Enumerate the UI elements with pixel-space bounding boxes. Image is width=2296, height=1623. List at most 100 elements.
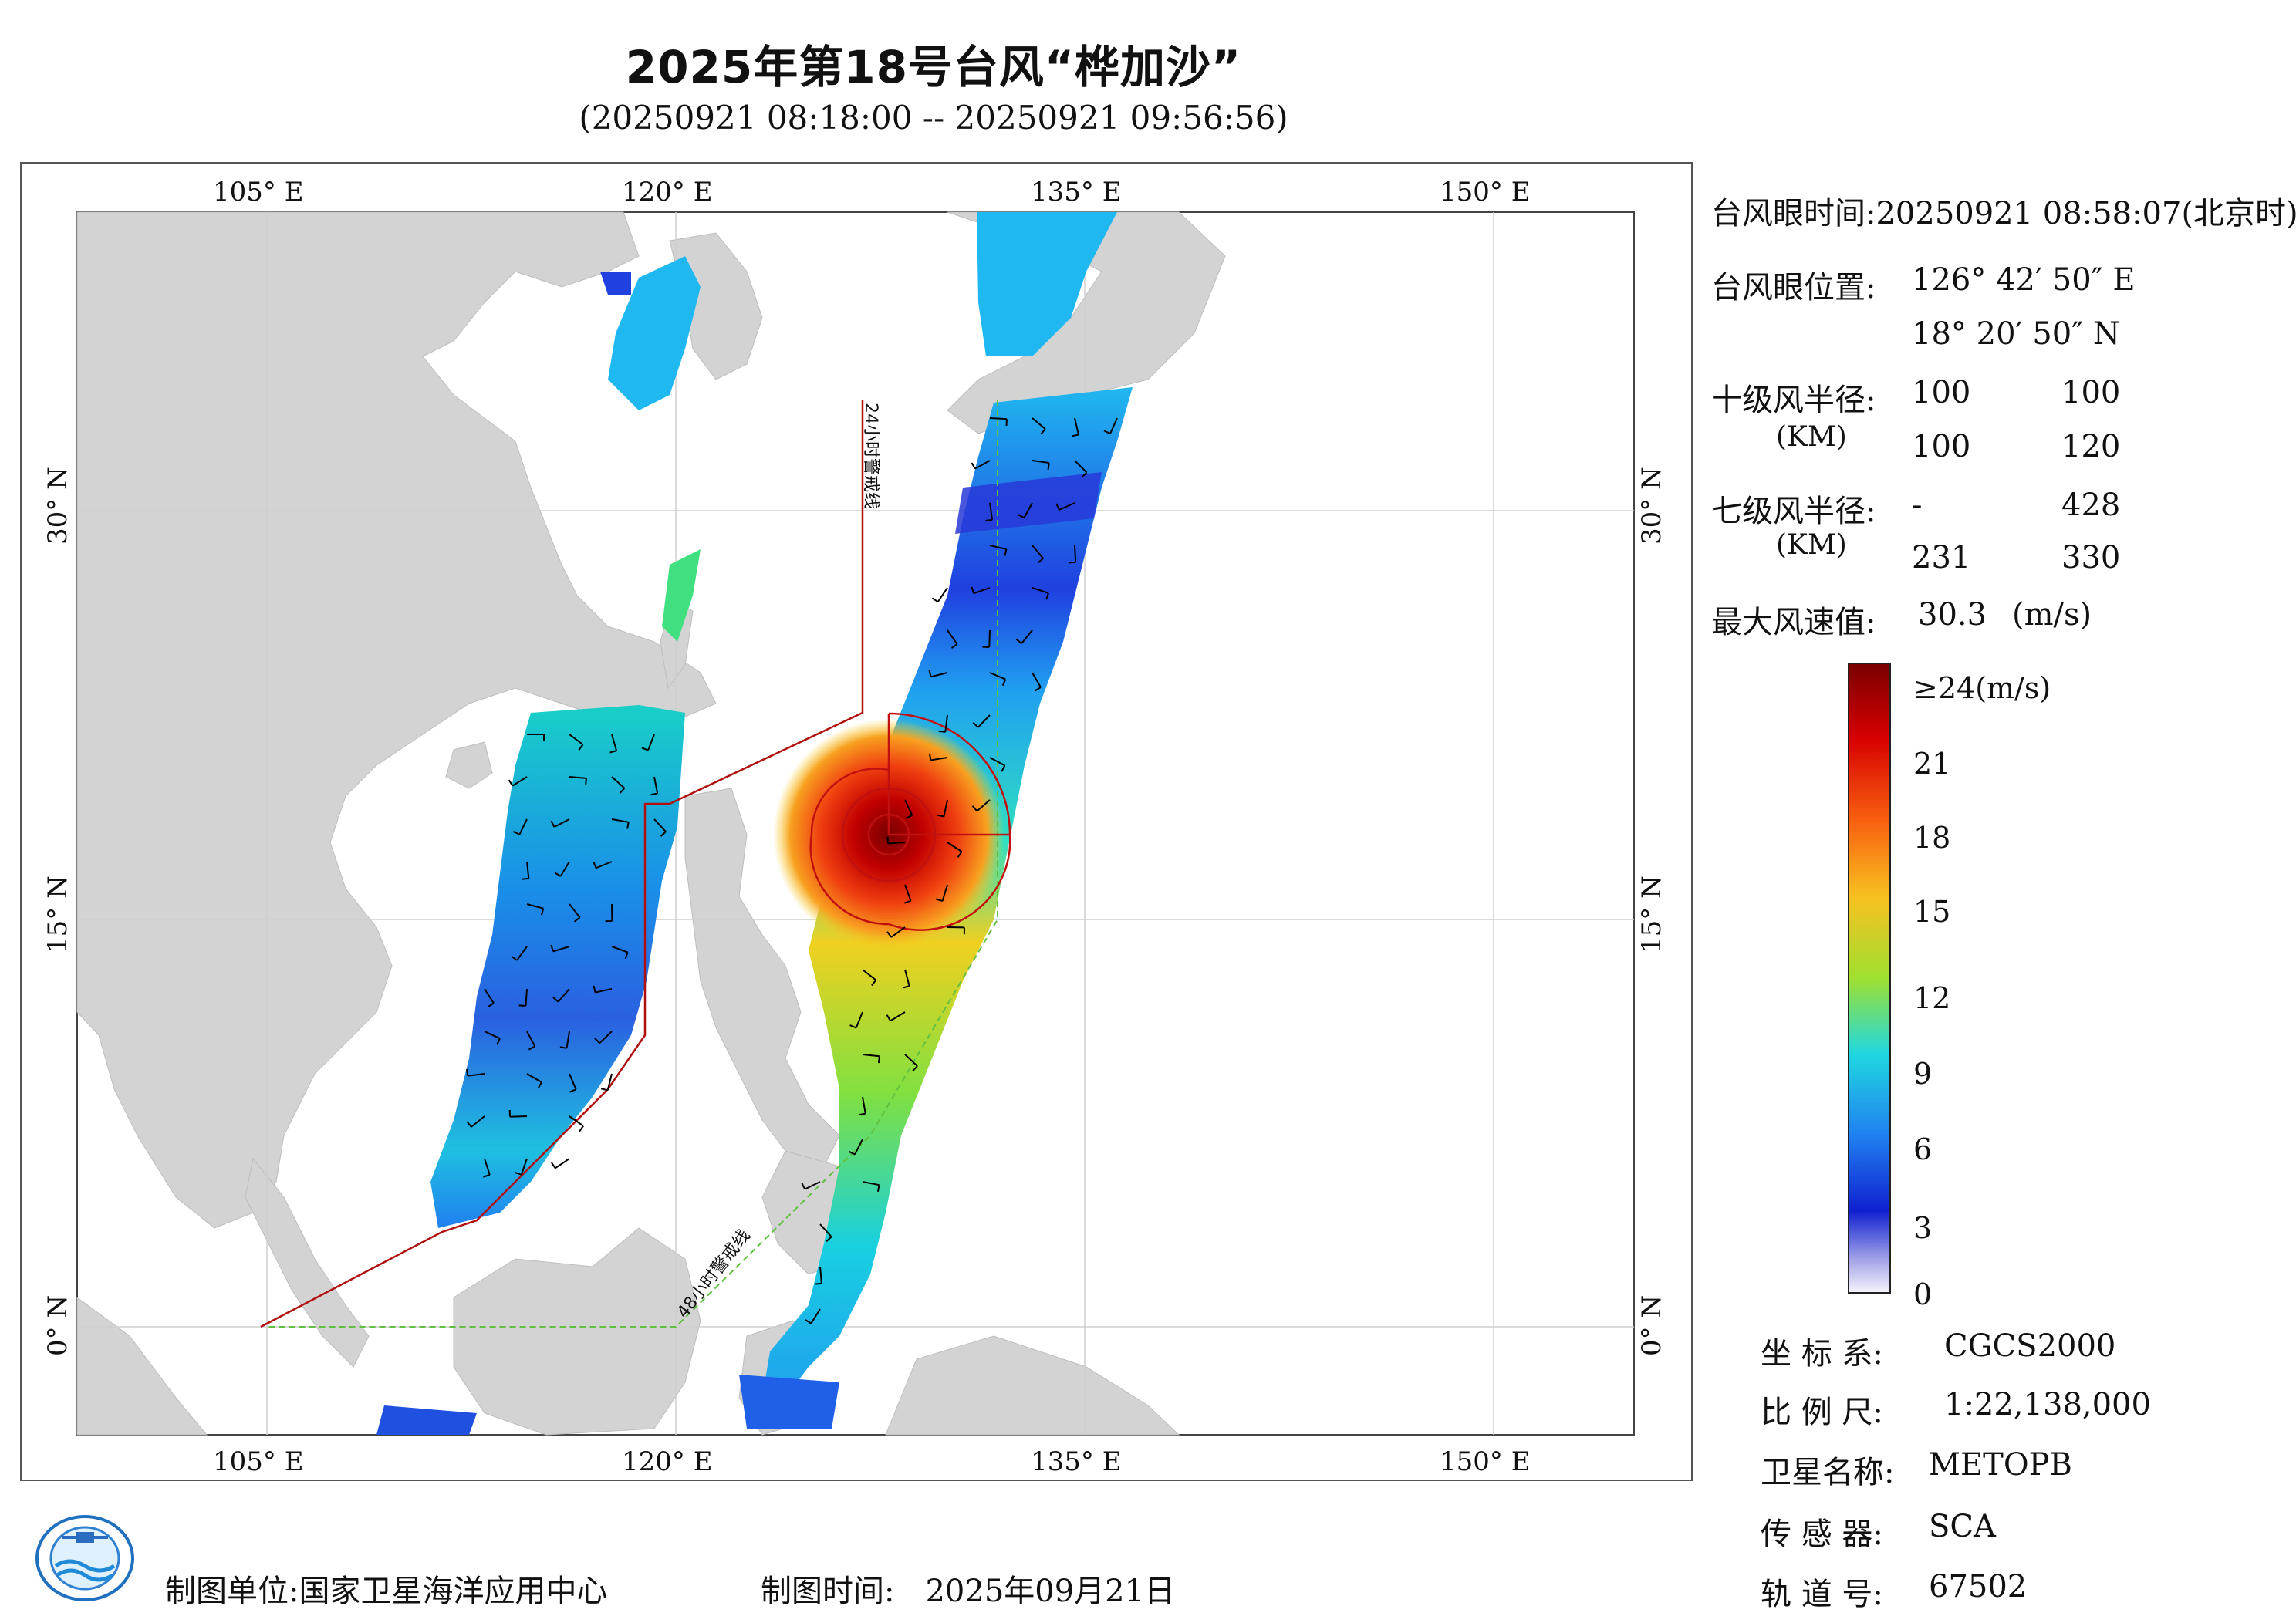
wind-barb bbox=[801, 1181, 821, 1190]
legend-top-label: ≥24(m/s) bbox=[1913, 671, 2051, 705]
eye-pos-label: 台风眼位置: bbox=[1711, 270, 1876, 305]
wind-swath-west bbox=[430, 256, 701, 1228]
wind-barb bbox=[508, 1109, 528, 1118]
wind-barb bbox=[1018, 502, 1033, 519]
wind-barb bbox=[937, 799, 948, 818]
wind-barb bbox=[526, 1073, 542, 1089]
wind-speed-colorbar bbox=[1848, 663, 1891, 1294]
wind-barb bbox=[515, 1158, 528, 1176]
r7-value: 428 bbox=[2061, 488, 2121, 523]
wind-barb bbox=[815, 1266, 822, 1285]
wind-barb bbox=[947, 842, 963, 858]
satellite-value: METOPB bbox=[1929, 1447, 2072, 1483]
wind-barb bbox=[511, 946, 528, 961]
lon-top-label: 105° E bbox=[213, 177, 304, 208]
legend-label: 9 bbox=[1913, 1057, 1933, 1091]
wind-barb bbox=[1072, 417, 1079, 437]
wind-barb bbox=[569, 903, 581, 923]
legend-label: 18 bbox=[1913, 821, 1951, 855]
wind-barb bbox=[522, 861, 530, 880]
scale-value: 1:22,138,000 bbox=[1944, 1387, 2151, 1422]
org-value: 国家卫星海洋应用中心 bbox=[299, 1574, 608, 1609]
land-layer bbox=[76, 211, 1226, 1436]
r7-label: 七级风半径: bbox=[1711, 494, 1876, 529]
lon-bottom-label: 120° E bbox=[622, 1446, 713, 1477]
wind-barb bbox=[611, 818, 630, 829]
wind-barb bbox=[862, 969, 877, 987]
wind-barb bbox=[971, 586, 991, 595]
map-canvas[interactable]: 24小时警戒线 48小时警戒线 105° E 120° E 135° E 150… bbox=[22, 164, 1691, 1480]
lon-bottom-label: 150° E bbox=[1440, 1446, 1531, 1477]
wind-barb bbox=[513, 818, 528, 835]
wind-barb bbox=[862, 1054, 880, 1064]
date-label: 制图时间: bbox=[761, 1574, 895, 1609]
wind-barb bbox=[594, 1031, 613, 1044]
wind-barb bbox=[484, 1031, 501, 1045]
axis-labels: 105° E 120° E 135° E 150° E 105° E 120° … bbox=[42, 177, 1667, 1477]
r10-value: 100 bbox=[2061, 375, 2121, 410]
eye-lat-value: 18° 20′ 50″ N bbox=[1912, 316, 2120, 352]
eye-time-label: 台风眼时间: bbox=[1711, 196, 1876, 231]
wind-barb bbox=[554, 861, 570, 877]
wind-barb bbox=[1032, 545, 1044, 564]
wind-barb bbox=[928, 753, 948, 761]
eye-time-value: 20250921 08:58:07(北京时) bbox=[1876, 196, 2296, 231]
wind-barb bbox=[1069, 545, 1077, 564]
orbit-label: 轨 道 号: bbox=[1761, 1577, 1883, 1612]
wind-barb bbox=[848, 1139, 863, 1156]
r10-label: 十级风半径: bbox=[1711, 383, 1876, 418]
lon-top-label: 150° E bbox=[1440, 177, 1531, 208]
lat-right-label: 15° N bbox=[1636, 876, 1667, 953]
agency-logo bbox=[35, 1515, 134, 1601]
crs-value: CGCS2000 bbox=[1944, 1328, 2116, 1364]
lat-left-label: 15° N bbox=[42, 876, 73, 953]
wind-barb bbox=[559, 1031, 570, 1049]
page-title: 2025年第18号台风“桦加沙” bbox=[625, 41, 1242, 93]
r7-unit: (KM) bbox=[1776, 529, 1847, 561]
max-wind-value: 30.3 bbox=[1918, 597, 1987, 633]
wind-barb bbox=[611, 776, 626, 794]
wind-barb bbox=[805, 1308, 821, 1324]
lon-bottom-label: 135° E bbox=[1031, 1446, 1122, 1477]
org-label: 制图单位: bbox=[165, 1574, 299, 1609]
wind-barb bbox=[518, 988, 528, 1007]
lat-right-label: 30° N bbox=[1636, 467, 1667, 545]
sensor-label: 传 感 器: bbox=[1761, 1517, 1883, 1552]
lat-right-label: 0° N bbox=[1636, 1295, 1667, 1356]
wind-barb bbox=[903, 884, 912, 904]
wind-barb bbox=[819, 1223, 832, 1242]
wind-barb bbox=[527, 734, 545, 741]
satellite-label: 卫星名称: bbox=[1761, 1455, 1895, 1490]
wind-barb bbox=[600, 1073, 613, 1092]
wind-barb bbox=[904, 1054, 918, 1072]
crs-label: 坐 标 系: bbox=[1761, 1336, 1883, 1372]
wind-barb bbox=[466, 1115, 485, 1128]
wind-barb bbox=[1032, 417, 1046, 435]
org-row: 制图单位:国家卫星海洋应用中心 bbox=[165, 1566, 607, 1611]
date-value: 2025年09月21日 bbox=[925, 1574, 1176, 1609]
map-frame: 24小时警戒线 48小时警戒线 105° E 120° E 135° E 150… bbox=[20, 162, 1693, 1481]
wind-barb bbox=[989, 545, 1008, 556]
wind-barb bbox=[886, 926, 906, 938]
legend-label: 6 bbox=[1913, 1132, 1933, 1166]
wind-barb bbox=[483, 1158, 491, 1178]
time-range-subtitle: (20250921 08:18:00 -- 20250921 09:56:56) bbox=[579, 99, 1288, 137]
wind-barb bbox=[935, 884, 948, 902]
wind-barb bbox=[989, 672, 1007, 687]
wind-barb bbox=[947, 926, 965, 935]
r10-unit: (KM) bbox=[1776, 421, 1847, 453]
wind-barb bbox=[593, 861, 613, 869]
wind-barb bbox=[526, 1031, 536, 1051]
wind-barb bbox=[938, 714, 948, 733]
wind-barb bbox=[569, 1115, 584, 1132]
wind-barb bbox=[1015, 629, 1033, 644]
wind-barb bbox=[550, 818, 570, 828]
wind-barb bbox=[552, 988, 570, 1003]
legend-label: 12 bbox=[1913, 981, 1951, 1015]
wind-barb bbox=[985, 502, 994, 522]
wind-barb bbox=[902, 969, 910, 989]
max-wind-label: 最大风速值: bbox=[1711, 605, 1876, 640]
scale-label: 比 例 尺: bbox=[1761, 1395, 1883, 1430]
wind-barb bbox=[605, 903, 613, 923]
wind-barb bbox=[550, 944, 570, 953]
